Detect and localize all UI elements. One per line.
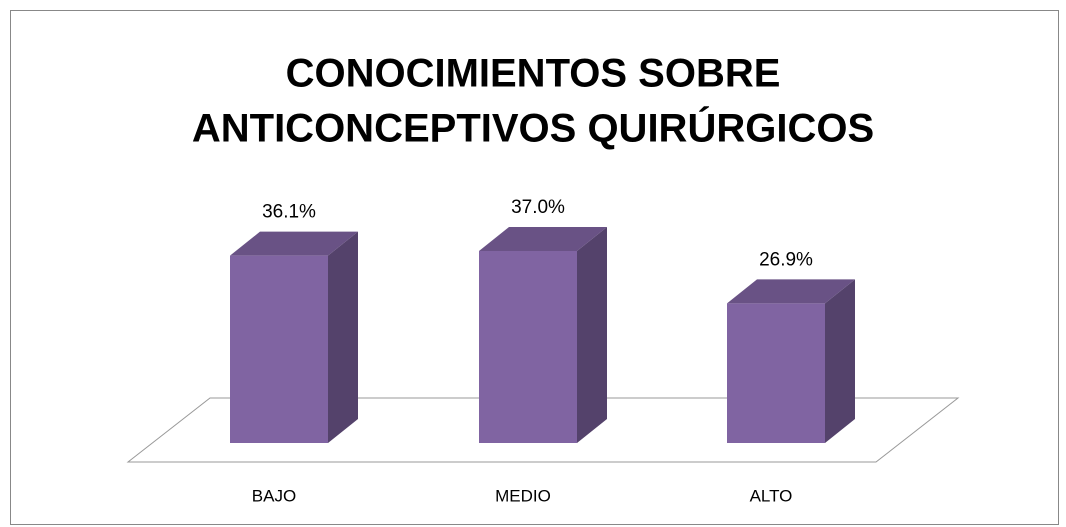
- bar: [727, 303, 825, 443]
- bar-side: [825, 279, 855, 443]
- chart-title: CONOCIMIENTOS SOBRE: [286, 52, 781, 96]
- chart-title: ANTICONCEPTIVOS QUIRÚRGICOS: [192, 105, 874, 151]
- data-label: 36.1%: [262, 202, 316, 223]
- data-label: 26.9%: [759, 249, 813, 270]
- bar-top: [479, 226, 607, 251]
- data-label: 37.0%: [511, 197, 565, 218]
- bar: [479, 250, 577, 443]
- bar-top: [727, 279, 855, 304]
- bar-top: [230, 231, 358, 256]
- x-tick-label: MEDIO: [495, 486, 551, 505]
- bar: [230, 255, 328, 443]
- x-tick-label: ALTO: [750, 486, 793, 505]
- x-tick-label: BAJO: [252, 486, 296, 505]
- bar-side: [328, 231, 358, 443]
- bar-side: [577, 226, 607, 443]
